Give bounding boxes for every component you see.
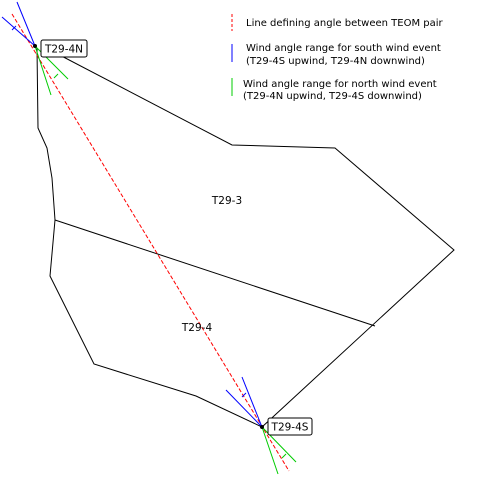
north-blue-ray-1: [1, 16, 36, 47]
legend-south-wind-label-2: (T29-4S upwind, T29-4N downwind): [246, 56, 425, 67]
south-station-wind-fans: [225, 376, 297, 475]
north-blue-tick: [11, 25, 17, 31]
south-blue-ray-1: [225, 389, 263, 428]
station-label-south-box: [267, 417, 313, 436]
legend: Line defining angle between TEOM pair Wi…: [231, 14, 444, 102]
legend-north-wind-label-1: Wind angle range for north wind event: [243, 79, 437, 90]
south-blue-tick: [241, 392, 247, 398]
station-label-north-box: [40, 39, 88, 58]
teom-pair-line: [11, 13, 290, 472]
legend-north-wind-label-2: (T29-4N upwind, T29-4S downwind): [243, 91, 422, 102]
region-label-lower: T29-4: [181, 322, 213, 334]
south-station-marker: [260, 425, 264, 429]
north-blue-ray-2: [16, 1, 36, 47]
south-green-ray-2: [261, 426, 279, 475]
station-label-south-text: T29-4S: [271, 422, 309, 434]
field-outline: [36, 47, 455, 428]
station-label-south: T29-4S: [267, 417, 313, 436]
region-label-upper: T29-3: [211, 195, 242, 207]
station-label-north-text: T29-4N: [44, 44, 83, 56]
south-blue-ray-2: [241, 376, 263, 428]
field-divider-line: [54, 219, 376, 327]
north-station-marker: [33, 44, 37, 48]
legend-south-wind-label-1: Wind angle range for south wind event: [246, 43, 441, 54]
station-label-north: T29-4N: [40, 39, 88, 58]
field-boundaries: [36, 47, 455, 428]
north-green-tick: [53, 73, 59, 79]
north-green-ray-2: [34, 45, 52, 96]
legend-pair-line-label: Line defining angle between TEOM pair: [246, 18, 444, 29]
south-green-tick: [281, 453, 287, 459]
